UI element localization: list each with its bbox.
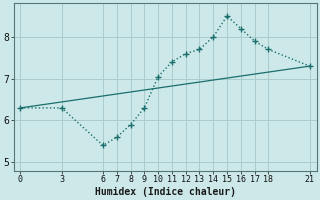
X-axis label: Humidex (Indice chaleur): Humidex (Indice chaleur) [94,186,236,197]
